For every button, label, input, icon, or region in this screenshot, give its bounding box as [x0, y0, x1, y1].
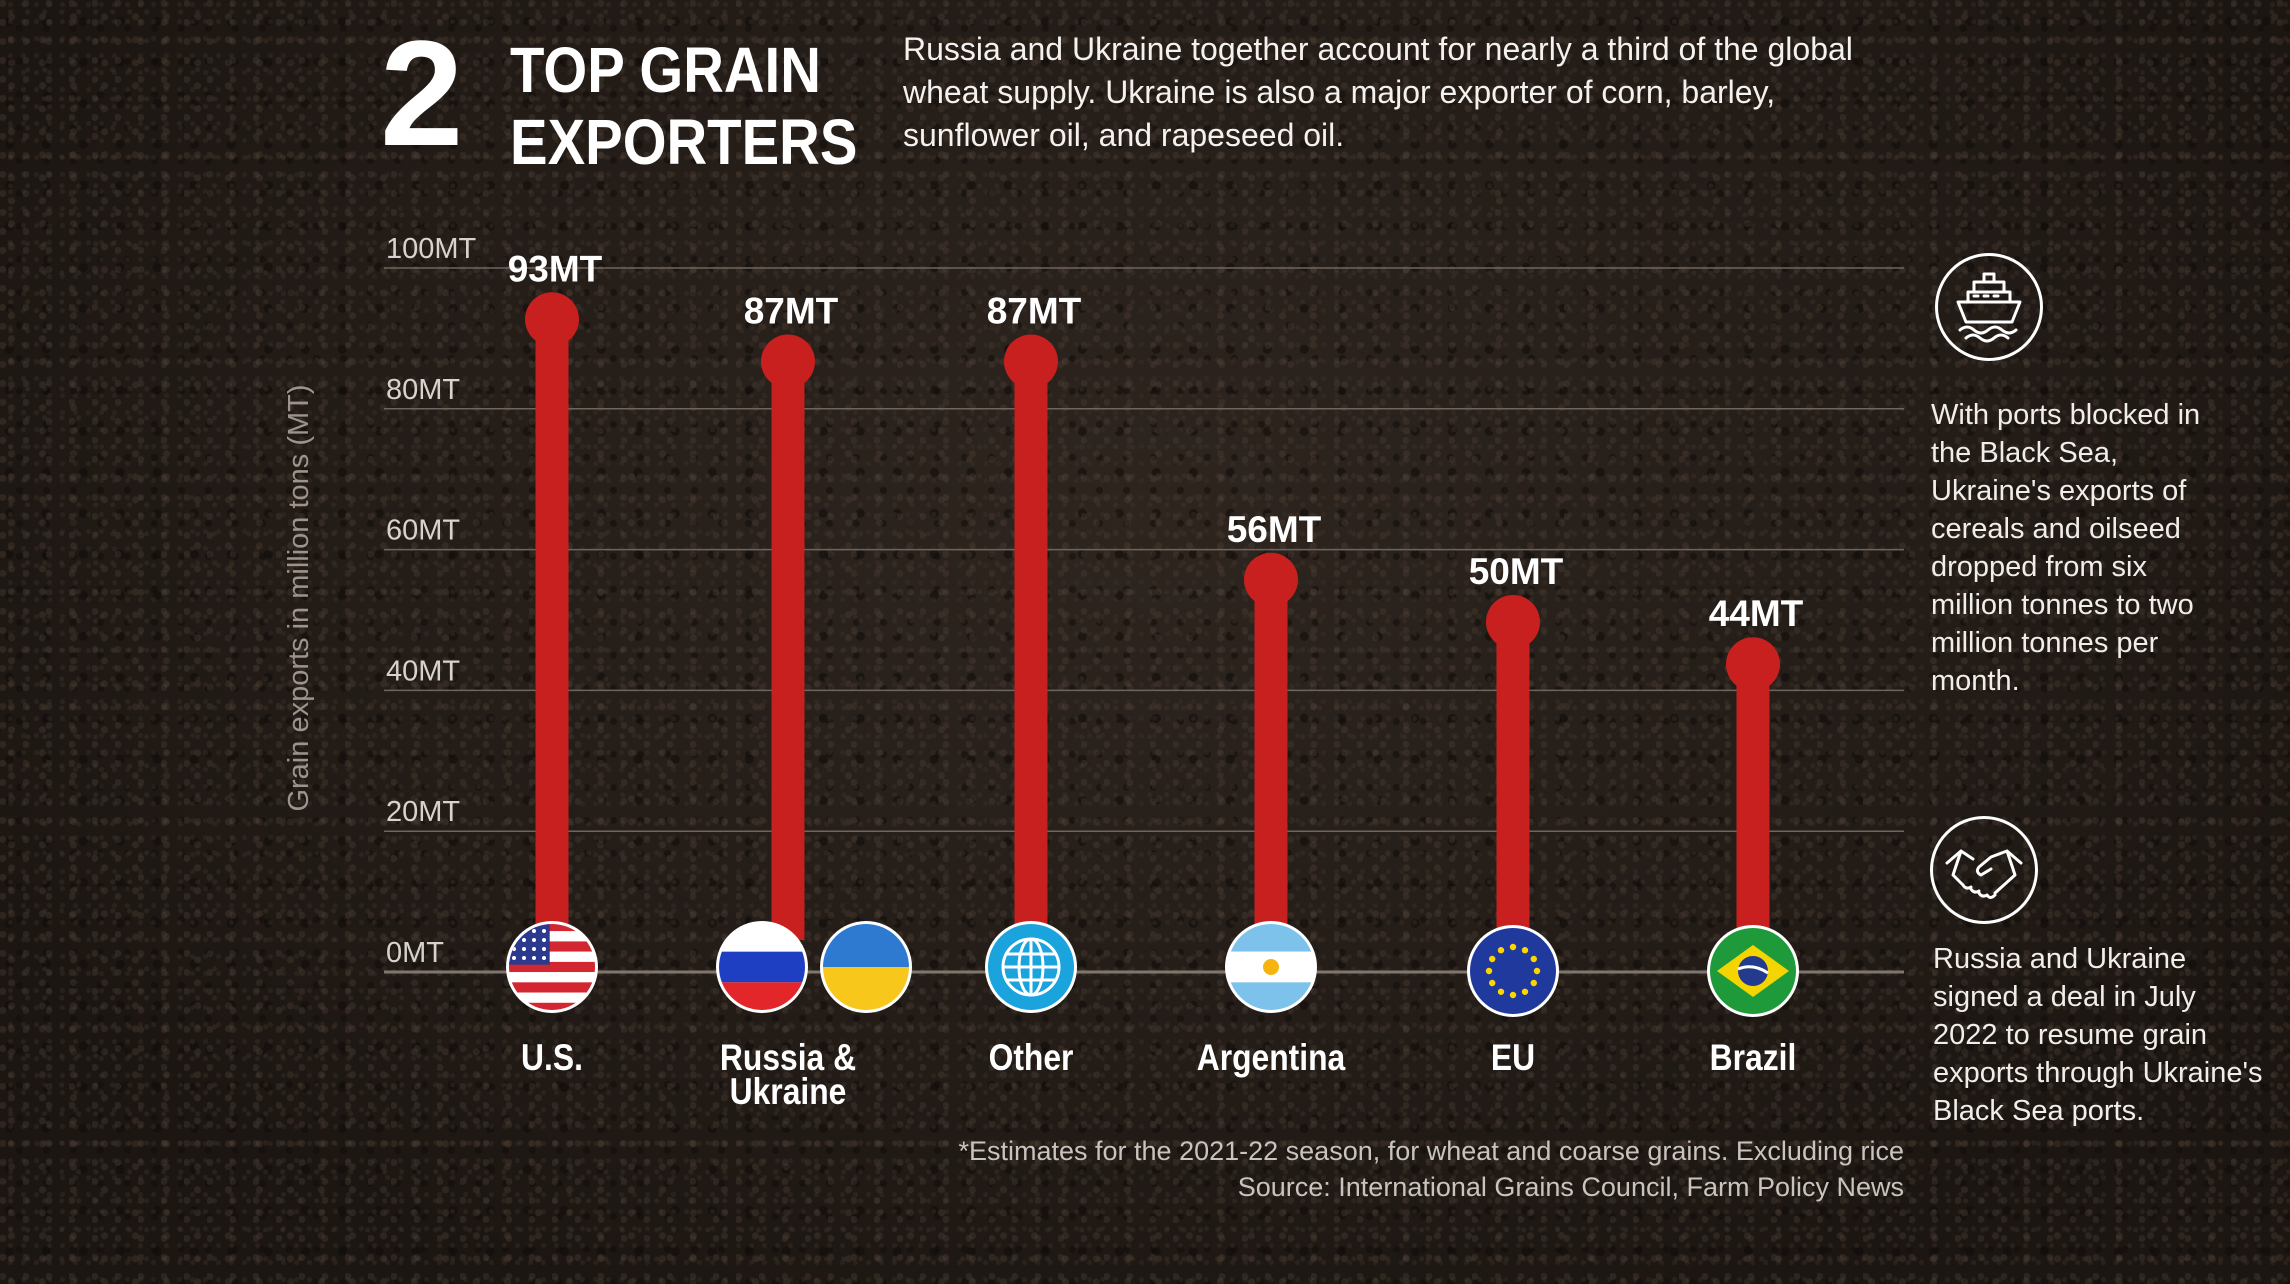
data-label: 87MT: [744, 291, 839, 332]
category-label: Ukraine: [730, 1072, 847, 1113]
category-label: Argentina: [1197, 1038, 1346, 1079]
russia-ukraine-flags-icon: [716, 921, 912, 1013]
eu-flag-icon: [1467, 925, 1559, 1017]
footnote: *Estimates for the 2021-22 season, for w…: [958, 1133, 1904, 1205]
data-label: 93MT: [508, 248, 603, 289]
category-label: Russia &: [720, 1038, 856, 1079]
bar-head: [761, 334, 815, 389]
category-label: Other: [989, 1038, 1074, 1079]
argentina-flag-icon: [1225, 921, 1317, 1013]
brazil-flag-icon: [1707, 925, 1799, 1017]
bar-head: [1244, 552, 1298, 607]
section-number: 2: [380, 9, 463, 177]
bar-head: [1486, 595, 1540, 649]
ports-blocked-text: With ports blocked in the Black Sea, Ukr…: [1931, 399, 2201, 697]
category-label: Brazil: [1710, 1038, 1797, 1079]
handshake-icon: [1930, 816, 2038, 924]
us-flag-icon: [506, 921, 598, 1013]
globe-icon: [985, 921, 1077, 1013]
intro-text: Russia and Ukraine together account for …: [903, 31, 1853, 153]
y-axis-title: Grain exports in million tons (MT): [283, 384, 315, 811]
y-tick-label: 0MT: [386, 937, 444, 969]
category-label: EU: [1491, 1038, 1535, 1079]
ship-icon: [1935, 253, 2043, 361]
data-label: 50MT: [1469, 551, 1564, 592]
title-line-2: EXPORTERS: [510, 106, 858, 178]
y-tick-label: 100MT: [386, 233, 477, 265]
data-label: 44MT: [1709, 593, 1804, 634]
footnote-source: Source: International Grains Council, Fa…: [1237, 1172, 1904, 1202]
page-title: TOP GRAIN EXPORTERS: [510, 34, 857, 178]
bar-head: [1726, 637, 1780, 692]
footnote-estimates: *Estimates for the 2021-22 season, for w…: [958, 1136, 1904, 1166]
title-line-1: TOP GRAIN: [510, 34, 821, 106]
bar-head: [525, 292, 579, 347]
bar-head: [1004, 334, 1058, 389]
grain-deal-text: Russia and Ukraine signed a deal in July…: [1933, 943, 2263, 1127]
data-label: 87MT: [987, 291, 1082, 332]
y-tick-label: 40MT: [386, 655, 460, 687]
y-tick-label: 20MT: [386, 796, 460, 828]
data-label: 56MT: [1227, 509, 1322, 550]
category-label: U.S.: [521, 1038, 583, 1079]
y-tick-label: 60MT: [386, 515, 460, 547]
y-tick-label: 80MT: [386, 374, 460, 406]
